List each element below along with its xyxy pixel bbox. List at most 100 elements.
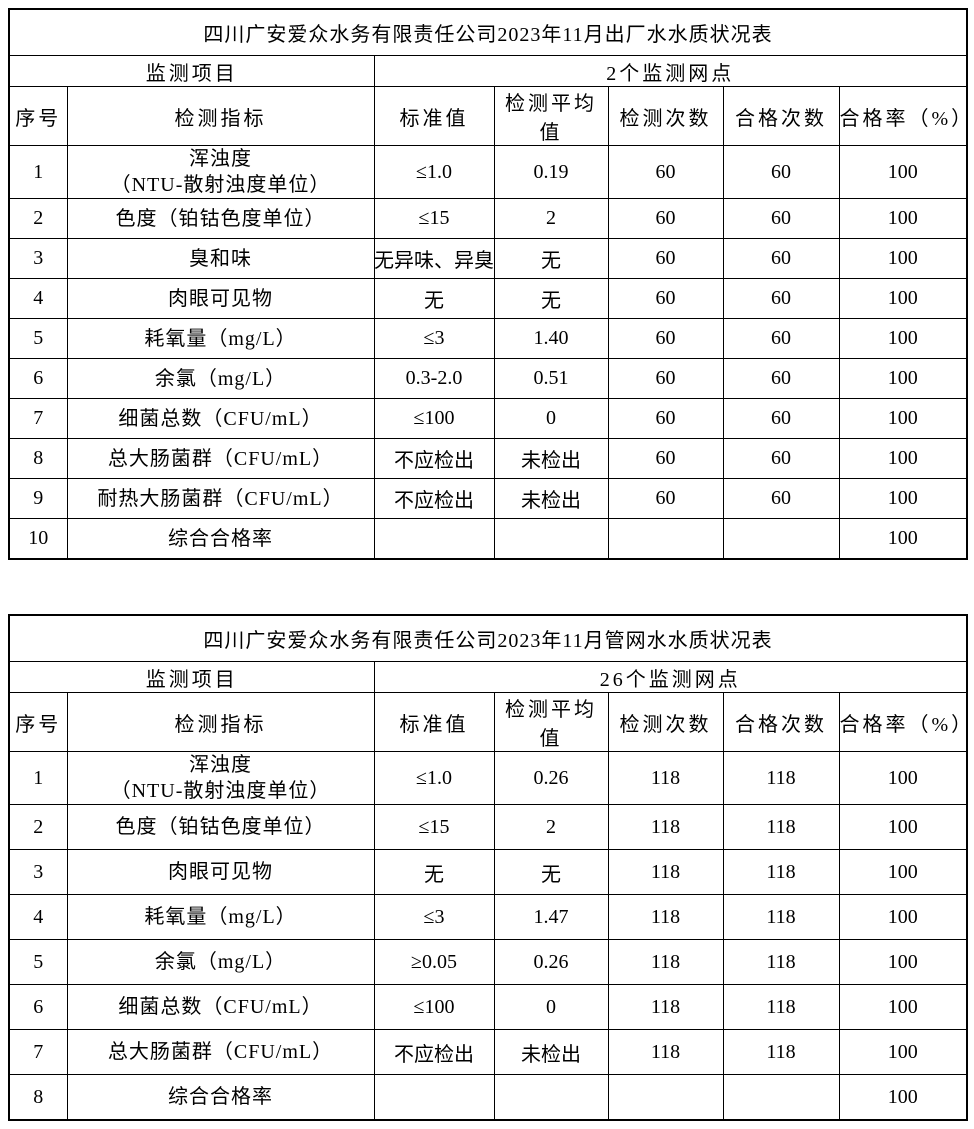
pass-rate-cell: 100 xyxy=(838,984,968,1030)
pass-rate-cell: 100 xyxy=(838,238,968,279)
row-number-cell: 3 xyxy=(8,238,68,279)
pass-rate-cell: 100 xyxy=(838,518,968,560)
pass-rate-cell: 100 xyxy=(838,398,968,439)
indicator-cell: 总大肠菌群（CFU/mL） xyxy=(66,1029,375,1075)
standard-value-cell: 不应检出 xyxy=(373,478,495,519)
average-value-cell: 未检出 xyxy=(493,478,609,519)
test-count-cell: 118 xyxy=(607,894,724,940)
test-count-cell: 60 xyxy=(607,238,724,279)
pass-count-cell xyxy=(722,1074,840,1121)
test-count-cell: 118 xyxy=(607,849,724,895)
average-value-cell: 0 xyxy=(493,984,609,1030)
pass-count-cell: 60 xyxy=(722,438,840,479)
table-row: 3 肉眼可见物 无 无 118 118 100 xyxy=(8,849,968,895)
test-count-cell: 60 xyxy=(607,198,724,239)
row-number-cell: 6 xyxy=(8,984,68,1030)
test-count-cell: 60 xyxy=(607,478,724,519)
pass-count-cell: 60 xyxy=(722,318,840,359)
row-number-cell: 4 xyxy=(8,894,68,940)
table-row: 8 总大肠菌群（CFU/mL） 不应检出 未检出 60 60 100 xyxy=(8,438,968,479)
test-count-cell: 60 xyxy=(607,398,724,439)
test-count-cell: 118 xyxy=(607,939,724,985)
average-value-cell: 0 xyxy=(493,398,609,439)
factory-water-quality-table: 四川广安爱众水务有限责任公司2023年11月出厂水水质状况表 监测项目 2个监测… xyxy=(8,8,968,560)
test-count-cell: 60 xyxy=(607,438,724,479)
row-number-cell: 7 xyxy=(8,1029,68,1075)
standard-value-cell: 无 xyxy=(373,849,495,895)
pass-rate-cell: 100 xyxy=(838,804,968,850)
standard-value-cell: ≤3 xyxy=(373,894,495,940)
table-row: 1 浑浊度 （NTU-散射浊度单位） ≤1.0 0.26 118 118 100 xyxy=(8,751,968,805)
indicator-cell: 肉眼可见物 xyxy=(66,278,375,319)
table-row: 7 细菌总数（CFU/mL） ≤100 0 60 60 100 xyxy=(8,398,968,439)
monitor-project-label: 监测项目 xyxy=(8,55,375,87)
test-count-cell: 60 xyxy=(607,318,724,359)
standard-value-cell: 不应检出 xyxy=(373,1029,495,1075)
col-header-standard: 标准值 xyxy=(373,692,495,752)
test-count-cell: 118 xyxy=(607,984,724,1030)
row-number-cell: 5 xyxy=(8,939,68,985)
test-count-cell xyxy=(607,1074,724,1121)
standard-value-cell: 无 xyxy=(373,278,495,319)
pass-count-cell: 60 xyxy=(722,238,840,279)
standard-value-cell xyxy=(373,1074,495,1121)
pass-count-cell: 118 xyxy=(722,939,840,985)
col-header-pass-count: 合格次数 xyxy=(722,86,840,146)
pass-count-cell: 60 xyxy=(722,145,840,199)
pipe-network-water-quality-table: 四川广安爱众水务有限责任公司2023年11月管网水水质状况表 监测项目 26个监… xyxy=(8,614,968,1121)
row-number-cell: 2 xyxy=(8,804,68,850)
average-value-cell: 未检出 xyxy=(493,438,609,479)
table-row: 6 余氯（mg/L） 0.3-2.0 0.51 60 60 100 xyxy=(8,358,968,399)
row-number-cell: 2 xyxy=(8,198,68,239)
pass-rate-cell: 100 xyxy=(838,318,968,359)
average-value-cell: 未检出 xyxy=(493,1029,609,1075)
average-value-cell xyxy=(493,518,609,560)
table-row: 2 色度（铂钴色度单位） ≤15 2 60 60 100 xyxy=(8,198,968,239)
monitor-project-label: 监测项目 xyxy=(8,661,375,693)
indicator-cell: 肉眼可见物 xyxy=(66,849,375,895)
col-header-standard: 标准值 xyxy=(373,86,495,146)
table-row: 2 色度（铂钴色度单位） ≤15 2 118 118 100 xyxy=(8,804,968,850)
test-count-cell: 118 xyxy=(607,1029,724,1075)
pass-count-cell: 60 xyxy=(722,478,840,519)
row-number-cell: 3 xyxy=(8,849,68,895)
factory-water-report: 四川广安爱众水务有限责任公司2023年11月出厂水水质状况表 监测项目 2个监测… xyxy=(8,8,968,560)
col-header-average: 检测平均值 xyxy=(493,692,609,752)
pass-count-cell: 60 xyxy=(722,398,840,439)
col-header-indicator: 检测指标 xyxy=(66,692,375,752)
pass-rate-cell: 100 xyxy=(838,1074,968,1121)
table-row: 4 耗氧量（mg/L） ≤3 1.47 118 118 100 xyxy=(8,894,968,940)
average-value-cell: 0.51 xyxy=(493,358,609,399)
average-value-cell: 无 xyxy=(493,278,609,319)
indicator-cell: 综合合格率 xyxy=(66,1074,375,1121)
table-title: 四川广安爱众水务有限责任公司2023年11月管网水水质状况表 xyxy=(8,614,968,662)
row-number-cell: 1 xyxy=(8,751,68,805)
table-title: 四川广安爱众水务有限责任公司2023年11月出厂水水质状况表 xyxy=(8,8,968,56)
pipe-network-water-report: 四川广安爱众水务有限责任公司2023年11月管网水水质状况表 监测项目 26个监… xyxy=(8,614,968,1121)
table-row: 4 肉眼可见物 无 无 60 60 100 xyxy=(8,278,968,319)
test-count-cell: 118 xyxy=(607,804,724,850)
test-count-cell: 60 xyxy=(607,145,724,199)
indicator-cell: 耐热大肠菌群（CFU/mL） xyxy=(66,478,375,519)
pass-rate-cell: 100 xyxy=(838,438,968,479)
standard-value-cell: ≤1.0 xyxy=(373,751,495,805)
pass-rate-cell: 100 xyxy=(838,751,968,805)
indicator-cell: 浑浊度 （NTU-散射浊度单位） xyxy=(66,145,375,199)
indicator-cell: 臭和味 xyxy=(66,238,375,279)
standard-value-cell: 0.3-2.0 xyxy=(373,358,495,399)
indicator-cell: 余氯（mg/L） xyxy=(66,358,375,399)
row-number-cell: 4 xyxy=(8,278,68,319)
col-header-no: 序号 xyxy=(8,86,68,146)
row-number-cell: 10 xyxy=(8,518,68,560)
table-row: 5 余氯（mg/L） ≥0.05 0.26 118 118 100 xyxy=(8,939,968,985)
table-gap xyxy=(8,560,966,614)
row-number-cell: 1 xyxy=(8,145,68,199)
pass-count-cell xyxy=(722,518,840,560)
table-row: 3 臭和味 无异味、异臭 无 60 60 100 xyxy=(8,238,968,279)
test-count-cell: 60 xyxy=(607,278,724,319)
row-number-cell: 9 xyxy=(8,478,68,519)
pass-count-cell: 60 xyxy=(722,358,840,399)
average-value-cell: 1.40 xyxy=(493,318,609,359)
pass-rate-cell: 100 xyxy=(838,1029,968,1075)
standard-value-cell: ≤100 xyxy=(373,984,495,1030)
